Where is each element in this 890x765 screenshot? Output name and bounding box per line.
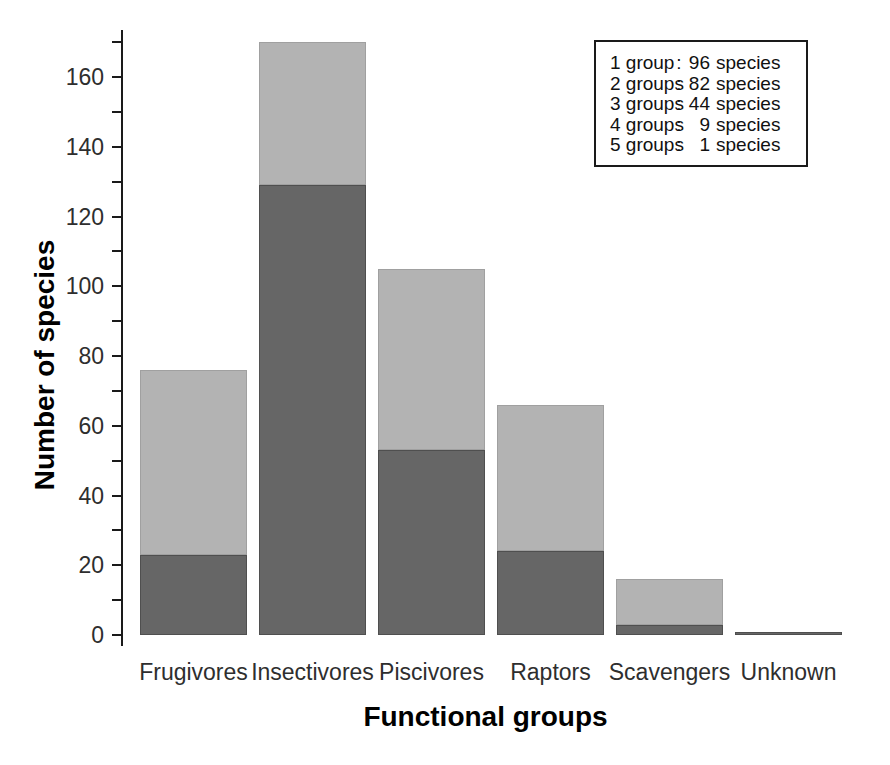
bar-frugivores-light-gray-top-segment bbox=[140, 370, 247, 555]
legend-separator: : bbox=[674, 94, 684, 115]
y-major-tick bbox=[112, 634, 122, 636]
bar-insectivores-light-gray-top-segment bbox=[259, 42, 366, 185]
y-axis-line bbox=[121, 30, 123, 646]
y-minor-tick bbox=[112, 599, 122, 601]
legend-group-label: 5 groups bbox=[610, 135, 674, 156]
legend-species-count: 96 bbox=[684, 53, 710, 74]
legend-species-count: 9 bbox=[684, 115, 710, 136]
bar-frugivores-dark-gray-bottom-segment bbox=[140, 555, 247, 635]
y-major-tick bbox=[112, 564, 122, 566]
y-tick-label: 160 bbox=[26, 64, 104, 90]
bar-scavengers-light-gray-top-segment bbox=[616, 579, 723, 624]
legend-species-suffix: species bbox=[716, 53, 780, 74]
y-tick-label: 140 bbox=[26, 134, 104, 160]
legend-row: 2 groups:82 species bbox=[610, 74, 806, 95]
legend-species-suffix: species bbox=[716, 115, 780, 136]
legend-separator: : bbox=[674, 135, 684, 156]
legend-rows: 1 group:96species2 groups:82species3 gro… bbox=[610, 53, 806, 156]
y-minor-tick bbox=[112, 41, 122, 43]
bar-piscivores-light-gray-top-segment bbox=[378, 269, 485, 450]
y-minor-tick bbox=[112, 529, 122, 531]
legend-separator: : bbox=[674, 74, 684, 95]
y-minor-tick bbox=[112, 111, 122, 113]
legend-species-suffix: species bbox=[716, 74, 780, 95]
legend-species-suffix: species bbox=[716, 135, 780, 156]
y-major-tick bbox=[112, 76, 122, 78]
legend-row: 3 groups:44 species bbox=[610, 94, 806, 115]
bar-piscivores-dark-gray-bottom-segment bbox=[378, 450, 485, 635]
y-minor-tick bbox=[112, 181, 122, 183]
bar-unknown-dark-gray-bottom-segment bbox=[735, 632, 842, 635]
legend-species-count: 1 bbox=[684, 135, 710, 156]
bar-scavengers-dark-gray-bottom-segment bbox=[616, 625, 723, 635]
legend-row: 4 groups:9 species bbox=[610, 115, 806, 136]
y-tick-label: 0 bbox=[26, 622, 104, 648]
bar-raptors-light-gray-top-segment bbox=[497, 405, 604, 551]
legend-group-label: 2 groups bbox=[610, 74, 674, 95]
legend-box: 1 group:96species2 groups:82species3 gro… bbox=[594, 40, 808, 167]
x-axis-title: Functional groups bbox=[123, 701, 848, 733]
y-major-tick bbox=[112, 285, 122, 287]
legend-group-label: 3 groups bbox=[610, 94, 674, 115]
y-major-tick bbox=[112, 495, 122, 497]
legend-species-count: 82 bbox=[684, 74, 710, 95]
y-major-tick bbox=[112, 425, 122, 427]
y-major-tick bbox=[112, 216, 122, 218]
category-label-unknown: Unknown bbox=[709, 659, 869, 686]
legend-group-label: 4 groups bbox=[610, 115, 674, 136]
legend-row: 1 group:96 species bbox=[610, 53, 806, 74]
y-minor-tick bbox=[112, 250, 122, 252]
legend-row: 5 groups:1 species bbox=[610, 135, 806, 156]
legend-species-count: 44 bbox=[684, 94, 710, 115]
y-tick-label: 20 bbox=[26, 552, 104, 578]
y-minor-tick bbox=[112, 460, 122, 462]
y-tick-label: 120 bbox=[26, 204, 104, 230]
y-major-tick bbox=[112, 355, 122, 357]
y-minor-tick bbox=[112, 320, 122, 322]
legend-separator: : bbox=[674, 53, 684, 74]
stacked-bar-chart-figure: 020406080100120140160 FrugivoresInsectiv… bbox=[0, 0, 890, 765]
legend-group-label: 1 group bbox=[610, 53, 674, 74]
legend-separator: : bbox=[674, 115, 684, 136]
y-major-tick bbox=[112, 146, 122, 148]
legend-species-suffix: species bbox=[716, 94, 780, 115]
y-minor-tick bbox=[112, 390, 122, 392]
bar-insectivores-dark-gray-bottom-segment bbox=[259, 185, 366, 635]
bar-raptors-dark-gray-bottom-segment bbox=[497, 551, 604, 635]
y-axis-title: Number of species bbox=[29, 240, 61, 491]
